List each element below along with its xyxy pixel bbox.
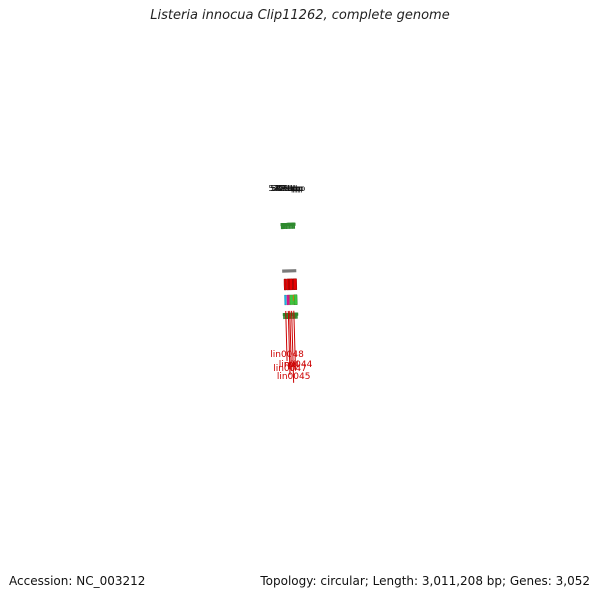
forward-cds-arrow: [286, 278, 290, 291]
label-leader-line: [285, 310, 288, 362]
kbp-label: 47 kbp: [276, 184, 304, 193]
label-leader-line: [291, 310, 295, 383]
feature-top-bar: [293, 294, 298, 306]
gene-label-rpli[interactable]: rplI: [284, 360, 299, 370]
label-leader-line: [287, 310, 291, 375]
feature-bar-rpli[interactable]: [288, 294, 291, 306]
kbp-label: 50 kbp: [272, 184, 300, 193]
genome-summary: Topology: circular; Length: 3,011,208 bp…: [260, 574, 590, 588]
kbp-label: 46 kbp: [278, 184, 306, 193]
gene-label-lin0045[interactable]: lin0045: [277, 372, 311, 382]
kbp-label: 51 kbp: [270, 184, 298, 193]
feature-cap-lin0044: [293, 300, 295, 305]
forward-cds-arrow: [283, 278, 287, 291]
label-leader-line: [289, 310, 292, 371]
forward-cds-arrow: [289, 278, 293, 291]
kbp-label: 48 kbp: [275, 184, 303, 193]
kbp-label: 49 kbp: [273, 184, 301, 193]
label-leader-line: [293, 310, 297, 371]
forward-cds-arrow: [293, 278, 298, 291]
accession-label: Accession: NC_003212: [9, 574, 146, 588]
feature-bar-lin0047[interactable]: [286, 294, 290, 306]
feature-bar-lin0045[interactable]: [289, 294, 294, 306]
gene-label-lin0048[interactable]: lin0048: [270, 350, 304, 360]
map-title: Listeria innocua Clip11262, complete gen…: [150, 8, 450, 23]
gene-label-lin0044[interactable]: lin0044: [279, 360, 313, 370]
feature-track: [283, 278, 298, 306]
gene-label-lin0047[interactable]: lin0047: [273, 364, 307, 374]
kbp-label: 52 kbp: [269, 184, 297, 193]
lower-tick-track: [280, 222, 296, 230]
feature-bar-lin0048[interactable]: [284, 294, 287, 306]
